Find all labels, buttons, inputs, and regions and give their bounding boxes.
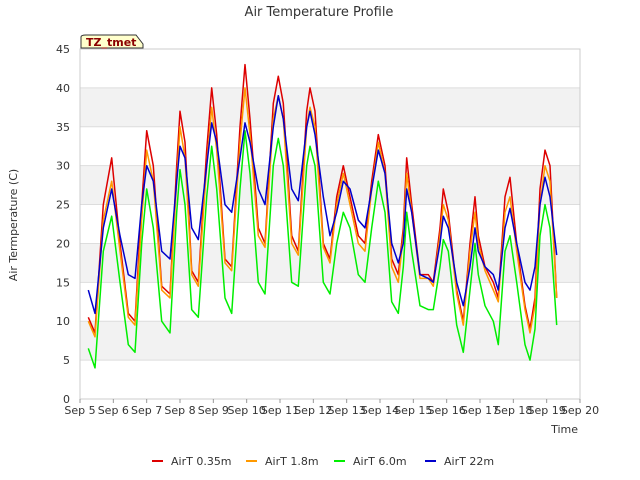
y-tick-label: 20 (56, 237, 70, 250)
y-tick-label: 35 (56, 121, 70, 134)
station-badge: TZ_tmet (80, 34, 144, 49)
y-tick-label: 30 (56, 160, 70, 173)
y-tick-label: 25 (56, 199, 70, 212)
y-tick-label: 40 (56, 82, 70, 95)
series-line (87, 94, 558, 315)
y-tick-label: 5 (63, 354, 70, 367)
badge-shape (80, 34, 144, 49)
x-tick-label: Sep 13 (328, 404, 366, 417)
x-tick-label: Sep 14 (361, 404, 399, 417)
plot-band (80, 360, 580, 399)
plot-band (80, 87, 580, 127)
legend: AirT 0.35m AirT 1.8m AirT 6.0m AirT 22m (152, 455, 494, 468)
x-tick-label: Sep 5 (64, 404, 95, 417)
series-line (87, 129, 558, 369)
y-tick-label: 45 (56, 43, 70, 56)
series-lines (87, 63, 558, 369)
badge-label: TZ_tmet (86, 36, 136, 49)
plot-bands (80, 49, 580, 399)
y-tick-label: 0 (63, 393, 70, 406)
x-tick-label: Sep 7 (131, 404, 162, 417)
x-tick-label: Sep 10 (228, 404, 266, 417)
y-tick-label: 10 (56, 315, 70, 328)
x-axis-label: Time (550, 423, 578, 436)
plot-band (80, 321, 580, 361)
y-tick-label: 15 (56, 276, 70, 289)
plot-band (80, 204, 580, 244)
y-axis-label: Air Termperature (C) (7, 169, 20, 281)
legend-label: AirT 0.35m (171, 455, 232, 468)
x-tick-label: Sep 12 (294, 404, 332, 417)
x-tick-label: Sep 9 (198, 404, 229, 417)
legend-label: AirT 22m (444, 455, 494, 468)
x-tick-label: Sep 11 (261, 404, 299, 417)
x-tick-label: Sep 6 (98, 404, 129, 417)
chart-title: Air Temperature Profile (245, 5, 394, 20)
plot-band (80, 165, 580, 205)
x-tick-label: Sep 16 (428, 404, 466, 417)
x-tick-label: Sep 15 (394, 404, 432, 417)
x-tick-label: Sep 19 (528, 404, 566, 417)
plot-band (80, 126, 580, 166)
x-tick-label: Sep 18 (494, 404, 532, 417)
plot-band (80, 282, 580, 322)
x-tick-label: Sep 8 (164, 404, 195, 417)
legend-label: AirT 6.0m (353, 455, 407, 468)
x-tick-label: Sep 20 (561, 404, 599, 417)
plot-band (80, 49, 580, 88)
plot-frame (79, 48, 581, 400)
legend-label: AirT 1.8m (265, 455, 319, 468)
y-axis-ticks: 0 5 10 15 20 25 30 35 40 45 (56, 43, 70, 406)
x-tick-label: Sep 17 (461, 404, 499, 417)
